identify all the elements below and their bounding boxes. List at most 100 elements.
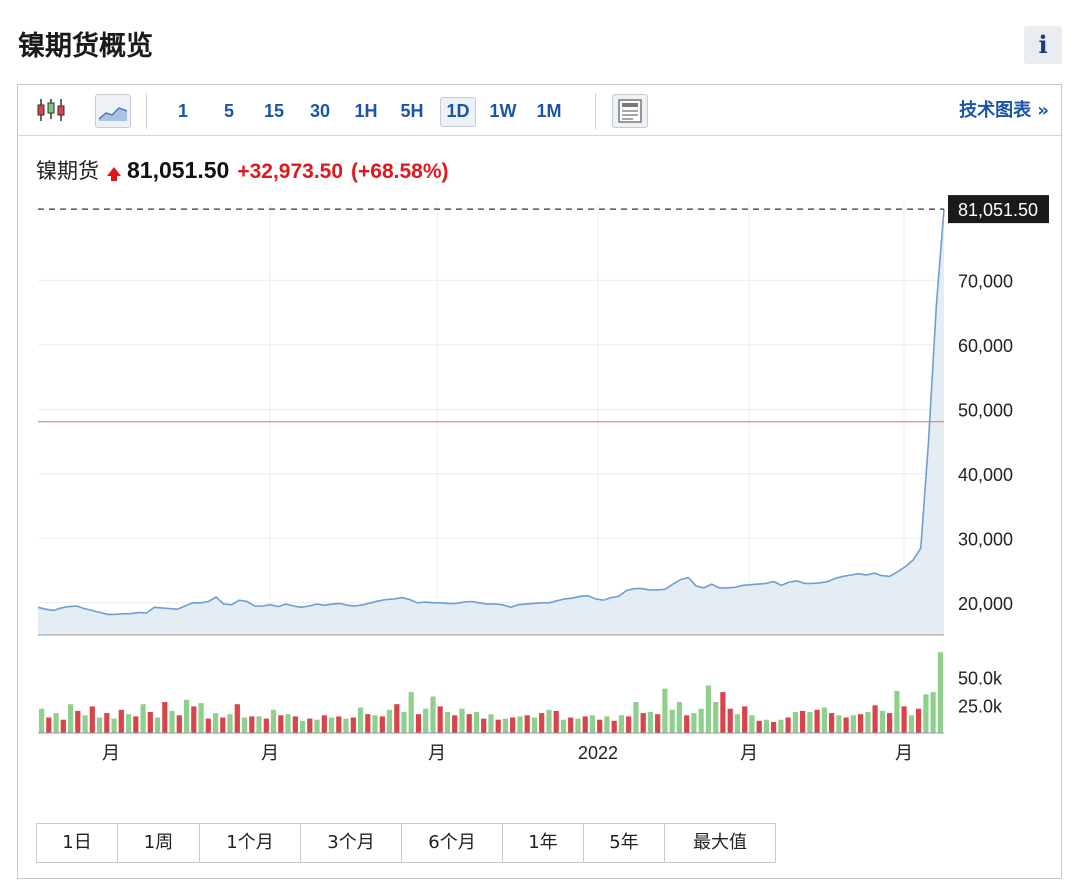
volume-bar — [423, 708, 429, 733]
chart-panel: 1 5 15 30 1H 5H 1D 1W 1M 技术图表 » 镍期货 81,05… — [17, 84, 1062, 879]
range-1-month[interactable]: 1个月 — [200, 824, 301, 862]
price-tick-label: 70,000 — [958, 271, 1013, 291]
price-tick-label: 60,000 — [958, 336, 1013, 356]
volume-bar — [481, 718, 487, 733]
info-icon[interactable]: i — [1024, 26, 1062, 64]
volume-bar — [198, 703, 204, 733]
volume-bar — [843, 717, 849, 733]
chart-toolbar: 1 5 15 30 1H 5H 1D 1W 1M 技术图表 » — [18, 85, 1061, 136]
volume-bar — [872, 705, 878, 733]
volume-bar — [937, 652, 943, 733]
price-chart[interactable]: 20,000 30,000 40,000 50,000 60,000 70,000 81,0… — [18, 85, 1061, 805]
volume-bar — [749, 715, 755, 733]
volume-bar — [415, 714, 422, 733]
timeframe-1w[interactable]: 1W — [489, 101, 517, 121]
volume-bar — [75, 710, 81, 733]
volume-bar — [169, 710, 175, 733]
instrument-name: 镍期货 — [36, 159, 99, 183]
timeframe-30[interactable]: 30 — [309, 101, 331, 121]
volume-bar — [444, 712, 451, 733]
volume-bar — [800, 710, 806, 733]
volume-bar — [155, 717, 161, 733]
range-1-year[interactable]: 1年 — [503, 824, 584, 862]
volume-bar — [249, 716, 255, 733]
quote-line: 镍期货 81,051.50 +32,973.50 (+68.58%) — [36, 155, 449, 185]
volume-bar — [727, 708, 733, 733]
technical-chart-link[interactable]: 技术图表 » — [959, 100, 1049, 121]
volume-bar — [698, 708, 704, 733]
range-3-months[interactable]: 3个月 — [301, 824, 402, 862]
volume-bar — [176, 715, 182, 733]
volume-bar — [184, 699, 190, 733]
timeframe-1m[interactable]: 1M — [536, 101, 562, 121]
volume-bar — [691, 713, 697, 733]
volume-bar — [234, 704, 240, 733]
volume-bar — [39, 708, 45, 733]
volume-bar — [386, 709, 393, 733]
last-price-tag — [948, 195, 1049, 224]
area-chart-icon — [98, 107, 128, 121]
volume-bar — [437, 706, 443, 733]
timeframe-1h[interactable]: 1H — [354, 101, 378, 121]
range-5-years[interactable]: 5年 — [584, 824, 665, 862]
volume-bar — [162, 702, 168, 733]
volume-bar — [575, 718, 581, 733]
volume-bar — [916, 708, 922, 733]
area-chart-button[interactable] — [95, 94, 131, 128]
volume-bar — [655, 714, 661, 733]
volume-bar — [626, 716, 632, 733]
volume-bar — [785, 717, 791, 733]
volume-bar — [126, 714, 132, 733]
x-tick-label: 月 — [261, 743, 279, 763]
range-6-months[interactable]: 6个月 — [402, 824, 503, 862]
volume-bar — [582, 716, 588, 733]
volume-bar — [829, 713, 835, 733]
volume-bar — [553, 710, 559, 733]
volume-bar — [307, 718, 313, 733]
volume-bar — [488, 714, 494, 733]
volume-bar — [705, 685, 711, 733]
volume-bar — [720, 692, 726, 733]
volume-bar — [713, 702, 719, 733]
volume-bar — [930, 692, 936, 733]
volume-bar — [850, 715, 856, 733]
volume-bar — [684, 715, 690, 733]
volume-bar — [894, 690, 900, 733]
volume-bar — [299, 720, 306, 733]
volume-bar — [510, 717, 516, 733]
volume-bar — [343, 718, 349, 733]
volume-bar — [104, 713, 110, 733]
volume-bar — [133, 716, 139, 733]
range-1-week[interactable]: 1周 — [118, 824, 200, 862]
volume-bar — [336, 716, 342, 733]
x-tick-label: 2022 — [578, 743, 618, 763]
last-price: 81,051.50 — [127, 157, 230, 183]
timeframe-15[interactable]: 15 — [263, 101, 285, 121]
timeframe-1d[interactable]: 1D — [440, 97, 476, 127]
timeframe-5h[interactable]: 5H — [400, 101, 424, 121]
price-change: +32,973.50 — [237, 160, 344, 183]
volume-bar — [865, 712, 871, 733]
price-area — [38, 209, 944, 635]
volume-bar — [597, 719, 603, 733]
candlestick-icon[interactable] — [36, 97, 66, 123]
volume-bar — [618, 715, 624, 733]
volume-bar — [191, 706, 197, 733]
volume-bar — [814, 709, 820, 733]
volume-bar — [292, 716, 298, 733]
price-tick-label: 50,000 — [958, 400, 1013, 420]
volume-bar — [140, 704, 146, 733]
volume-bar — [647, 712, 653, 733]
news-button[interactable] — [612, 94, 648, 128]
volume-bar — [473, 712, 480, 733]
timeframe-1[interactable]: 1 — [177, 101, 188, 121]
range-1-day[interactable]: 1日 — [37, 824, 118, 862]
toolbar-separator — [595, 93, 596, 129]
volume-bar — [118, 709, 124, 733]
timeframe-5[interactable]: 5 — [223, 101, 234, 121]
page-title: 镍期货概览 — [18, 31, 153, 62]
range-max[interactable]: 最大值 — [693, 832, 747, 853]
x-tick-label: 月 — [428, 743, 446, 763]
volume-bar — [205, 718, 211, 733]
volume-bar — [807, 712, 813, 733]
